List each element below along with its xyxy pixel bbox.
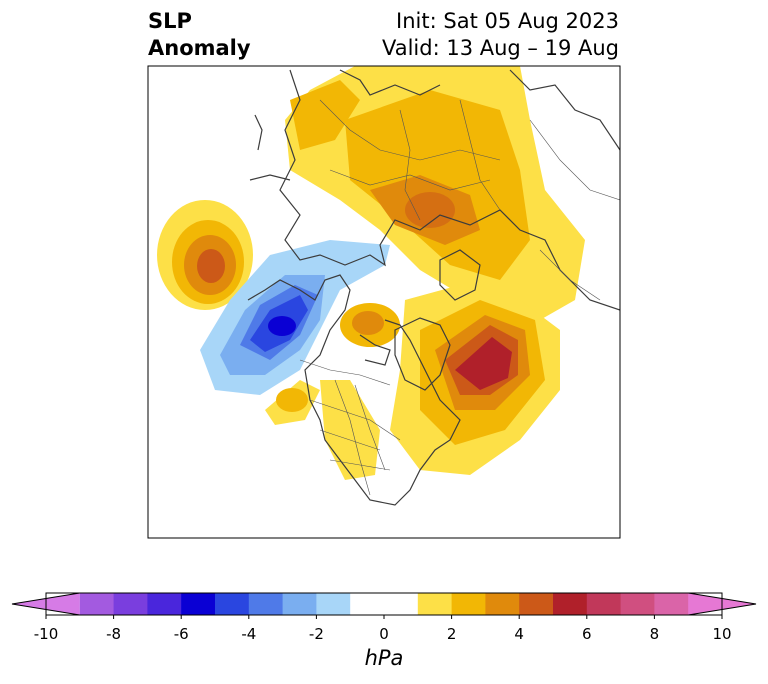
- valid-range: Valid: 13 Aug – 19 Aug: [381, 36, 619, 60]
- colorbar-segment: [519, 593, 554, 615]
- colorbar-segment: [350, 593, 385, 615]
- colorbar-tick-label: -10: [34, 625, 59, 643]
- colorbar-segment: [147, 593, 182, 615]
- north-america-high: [265, 380, 380, 480]
- colorbar-extend-arrows: [11, 592, 757, 616]
- colorbar-tick-label: -8: [106, 625, 121, 643]
- colorbar-segment: [316, 593, 351, 615]
- colorbar-unit-label: hPa: [364, 646, 404, 670]
- map-frame: [147, 65, 621, 539]
- colorbar-segment: [215, 593, 250, 615]
- colorbar-tick-label: -6: [174, 625, 189, 643]
- pacific-high: [157, 200, 253, 310]
- colorbar-tick-label: 10: [712, 625, 731, 643]
- colorbar-segment: [485, 593, 520, 615]
- colorbar-tick-label: 8: [650, 625, 660, 643]
- colorbar-frame: [45, 592, 723, 616]
- coastlines: [247, 69, 620, 506]
- colorbar-tick-label: -4: [241, 625, 256, 643]
- colorbar-ticks: -10 -8 -6 -4 -2 0 2 4 6 8 10: [34, 615, 732, 643]
- colorbar-segment: [248, 593, 284, 615]
- colorbar-tick-label: -2: [309, 625, 324, 643]
- atlantic-high: [390, 285, 560, 475]
- colorbar-segment: [586, 593, 622, 615]
- slp-anomaly-map: [147, 65, 621, 539]
- colorbar-segment: [451, 593, 486, 615]
- colorbar-segment: [282, 593, 317, 615]
- title-line-2: Anomaly: [148, 36, 251, 60]
- colorbar-segments: [11, 592, 757, 616]
- colorbar-segment: [113, 593, 148, 615]
- map-title: SLP Anomaly: [148, 8, 251, 62]
- colorbar-tick-label: 0: [379, 625, 389, 643]
- colorbar-segment: [654, 593, 689, 615]
- title-line-1: SLP: [148, 9, 192, 33]
- colorbar-tick-label: 2: [447, 625, 457, 643]
- colorbar-segment: [620, 593, 655, 615]
- colorbar-segment: [181, 593, 216, 615]
- colorbar-segment: [79, 593, 115, 615]
- colorbar-segment: [384, 593, 419, 615]
- init-date: Init: Sat 05 Aug 2023: [396, 9, 619, 33]
- borders: [299, 99, 620, 496]
- forecast-dates: Init: Sat 05 Aug 2023 Valid: 13 Aug – 19…: [382, 8, 619, 62]
- colorbar-segment: [553, 593, 588, 615]
- colorbar-segment: [417, 593, 453, 615]
- colorbar-tick-label: 6: [582, 625, 592, 643]
- canadian-arctic-high: [340, 303, 400, 347]
- colorbar-tick-label: 4: [514, 625, 524, 643]
